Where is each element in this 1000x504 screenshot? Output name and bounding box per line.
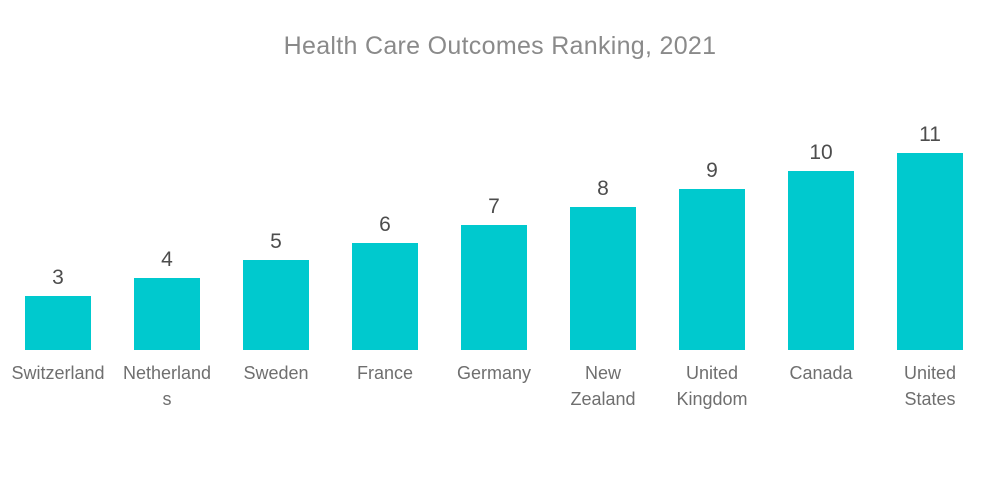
bar-france xyxy=(352,243,418,350)
bar-stack: 11 xyxy=(897,0,963,350)
category-label-united-states: United States xyxy=(903,363,957,409)
category-label-france: France xyxy=(356,363,414,383)
bar-column: 4 Netherlands xyxy=(113,0,222,412)
value-label-france: 6 xyxy=(379,213,391,236)
value-label-switzerland: 3 xyxy=(52,266,64,289)
category-label-netherlands: Netherlands xyxy=(122,363,212,409)
bar-column: 8 New Zealand xyxy=(549,0,658,412)
bar-stack: 4 xyxy=(134,0,200,350)
category-label-united-kingdom: United Kingdom xyxy=(676,363,748,409)
bar-column: 7 Germany xyxy=(440,0,549,412)
category-label-germany: Germany xyxy=(456,363,532,383)
value-label-united-states: 11 xyxy=(919,123,941,146)
value-label-netherlands: 4 xyxy=(161,248,173,271)
value-label-germany: 7 xyxy=(488,195,500,218)
bar-stack: 9 xyxy=(679,0,745,350)
bar-column: 11 United States xyxy=(876,0,985,412)
bar-netherlands xyxy=(134,278,200,350)
category-label-canada: Canada xyxy=(789,363,853,383)
chart-title: Health Care Outcomes Ranking, 2021 xyxy=(283,31,717,60)
bar-united-kingdom xyxy=(679,189,745,350)
bar-sweden xyxy=(243,260,309,350)
bar-switzerland xyxy=(25,296,91,350)
bar-stack: 6 xyxy=(352,0,418,350)
bar-stack: 10 xyxy=(788,0,854,350)
bar-canada xyxy=(788,171,854,350)
bar-stack: 5 xyxy=(243,0,309,350)
value-label-sweden: 5 xyxy=(270,230,282,253)
bar-stack: 7 xyxy=(461,0,527,350)
bar-new-zealand xyxy=(570,207,636,350)
bar-united-states xyxy=(897,153,963,350)
bar-chart: 3 Switzerland 4 Netherlands 5 Sweden 6 xyxy=(4,0,985,412)
bar-germany xyxy=(461,225,527,350)
bar-column: 9 United Kingdom xyxy=(658,0,767,412)
bar-column: 6 France xyxy=(331,0,440,412)
value-label-canada: 10 xyxy=(809,141,833,164)
bar-column: 3 Switzerland xyxy=(4,0,113,412)
bar-column: 5 Sweden xyxy=(222,0,331,412)
value-label-united-kingdom: 9 xyxy=(706,159,718,182)
category-label-switzerland: Switzerland xyxy=(11,363,105,383)
value-label-new-zealand: 8 xyxy=(597,177,609,200)
bar-column: 10 Canada xyxy=(767,0,876,412)
bar-stack: 8 xyxy=(570,0,636,350)
category-label-sweden: Sweden xyxy=(243,363,309,383)
bar-stack: 3 xyxy=(25,0,91,350)
category-label-new-zealand: New Zealand xyxy=(570,363,636,409)
